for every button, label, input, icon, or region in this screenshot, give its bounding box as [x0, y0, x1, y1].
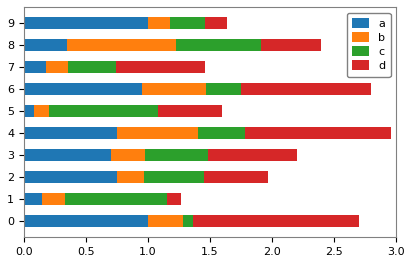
- Bar: [67, 39, 176, 51]
- Bar: [24, 105, 34, 117]
- Bar: [24, 215, 148, 227]
- Legend: a, b, c, d: a, b, c, d: [347, 12, 391, 77]
- Bar: [206, 83, 241, 95]
- Bar: [241, 83, 371, 95]
- Bar: [245, 127, 391, 139]
- Bar: [24, 39, 67, 51]
- Bar: [24, 17, 148, 30]
- Bar: [208, 149, 297, 161]
- Bar: [24, 61, 46, 73]
- Bar: [24, 193, 42, 205]
- Bar: [166, 193, 181, 205]
- Bar: [111, 149, 145, 161]
- Bar: [205, 17, 227, 30]
- Bar: [117, 171, 144, 183]
- Bar: [198, 127, 245, 139]
- Bar: [144, 171, 204, 183]
- Bar: [170, 17, 205, 30]
- Bar: [193, 215, 359, 227]
- Bar: [117, 127, 198, 139]
- Bar: [49, 105, 158, 117]
- Bar: [158, 105, 222, 117]
- Bar: [46, 61, 68, 73]
- Bar: [24, 171, 117, 183]
- Bar: [204, 171, 268, 183]
- Bar: [68, 61, 116, 73]
- Bar: [148, 215, 183, 227]
- Bar: [42, 193, 65, 205]
- Bar: [261, 39, 321, 51]
- Bar: [116, 61, 205, 73]
- Bar: [24, 127, 117, 139]
- Bar: [183, 215, 193, 227]
- Bar: [148, 17, 170, 30]
- Bar: [65, 193, 166, 205]
- Bar: [142, 83, 206, 95]
- Bar: [176, 39, 261, 51]
- Bar: [24, 149, 111, 161]
- Bar: [24, 83, 142, 95]
- Bar: [145, 149, 208, 161]
- Bar: [34, 105, 49, 117]
